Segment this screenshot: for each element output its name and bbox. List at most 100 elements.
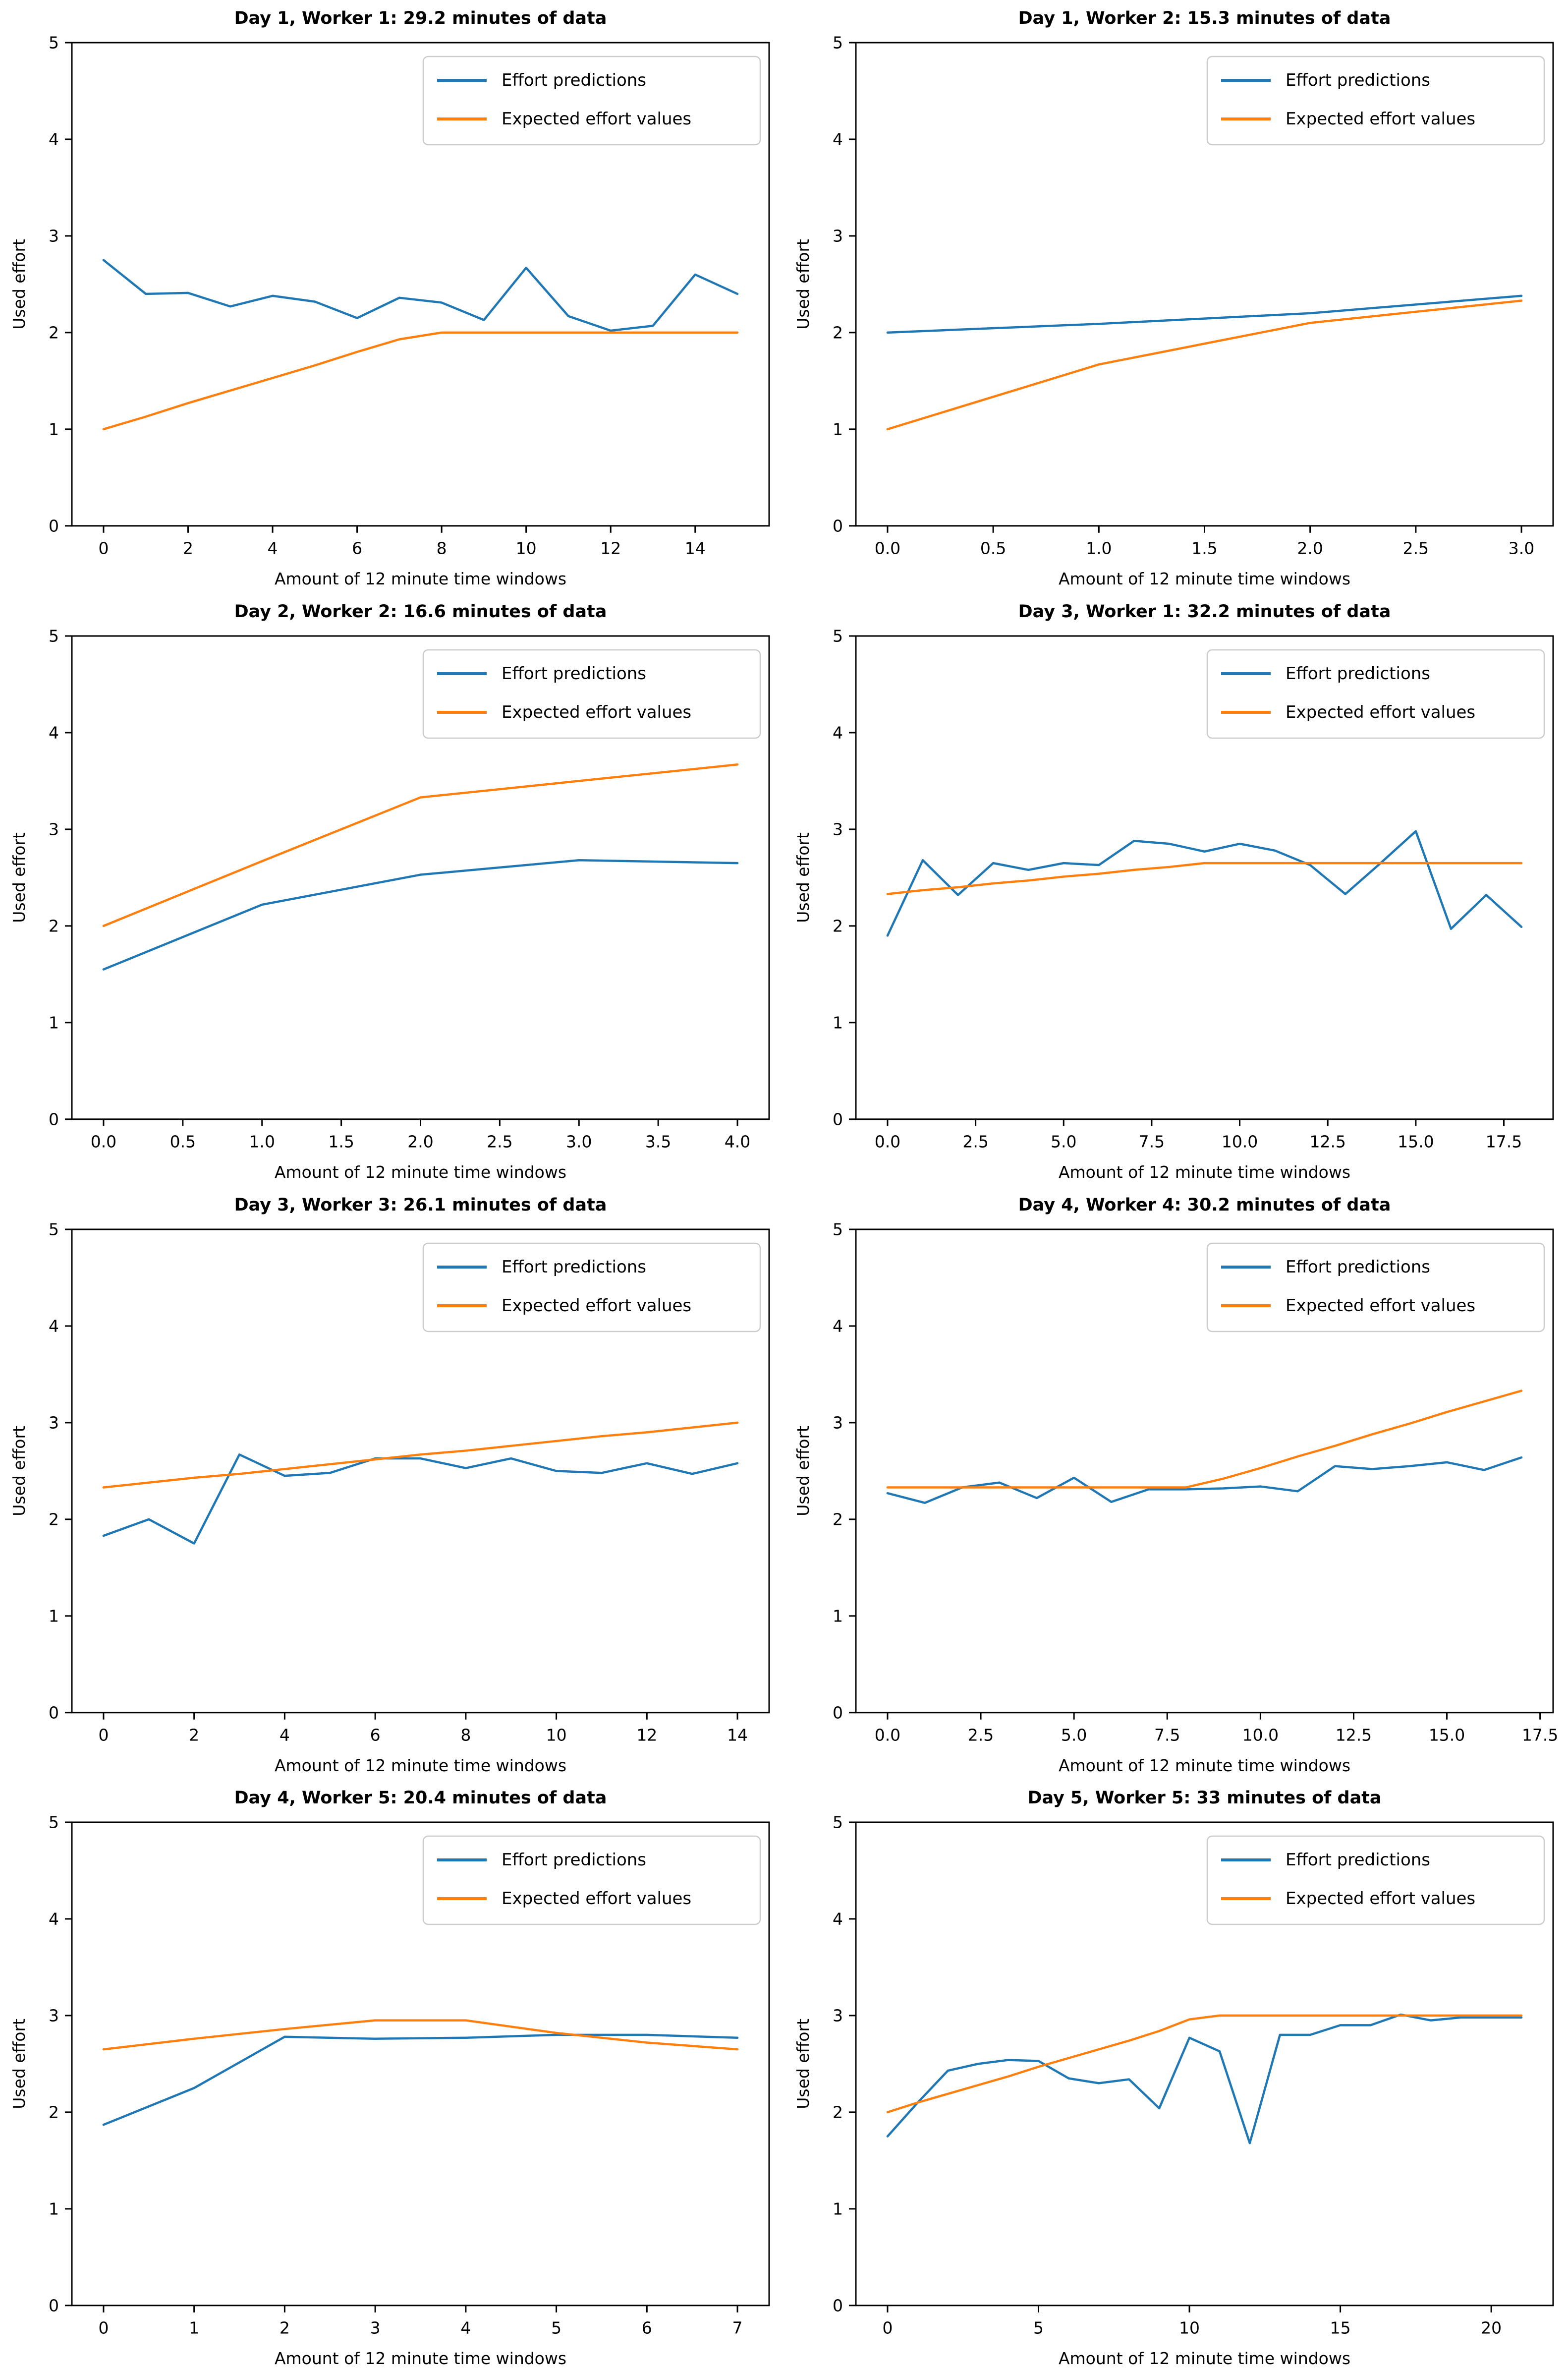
legend-label: Expected effort values <box>502 109 691 129</box>
x-tick-label: 7.5 <box>1139 1132 1165 1151</box>
legend-box <box>1206 1835 1545 1925</box>
series-line-effort-predictions <box>102 859 739 971</box>
x-tick-label: 2.0 <box>1297 539 1323 558</box>
y-tick-label: 4 <box>833 723 843 742</box>
y-tick-label: 3 <box>49 2006 59 2026</box>
x-tick-label: 1.5 <box>328 1132 354 1151</box>
x-tick-label: 4 <box>268 539 278 558</box>
x-tick-label: 0.5 <box>170 1132 196 1151</box>
x-tick-label: 6 <box>352 539 362 558</box>
x-tick-label: 8 <box>437 539 447 558</box>
legend: Effort predictions Expected effort values <box>1206 1835 1545 1925</box>
x-tick-label: 10 <box>516 539 537 558</box>
y-axis-label: Used effort <box>793 832 813 923</box>
y-tick-label: 3 <box>833 1413 843 1432</box>
legend-box <box>422 649 761 739</box>
x-tick-label: 14 <box>727 1725 748 1744</box>
chart-canvas-3: 0 1 2 3 4 5 0.0 0.5 1.0 1.5 2.0 2.5 3.0 3.5 4.0 Day 2, … <box>9 602 770 1182</box>
x-tick-label: 2 <box>183 539 193 558</box>
chart-canvas-4: 0 1 2 3 4 5 0.0 2.5 5.0 7.5 10.0 12.5 15.0 17.5 Day 3,… <box>793 602 1554 1182</box>
y-axis-label: Used effort <box>9 832 29 923</box>
legend-box <box>1206 1242 1545 1332</box>
y-tick-label: 4 <box>49 1910 59 1929</box>
x-axis-label: Amount of 12 minute time windows <box>275 569 566 588</box>
chart-title: Day 4, Worker 5: 20.4 minutes of data <box>234 1788 607 1808</box>
legend-label: Effort predictions <box>502 1850 646 1870</box>
chart-figure-6: 0 1 2 3 4 5 0.0 2.5 5.0 7.5 10.0 12.5 15.0 17.5 Day 4,… <box>784 1187 1568 1780</box>
chart-figure-4: 0 1 2 3 4 5 0.0 2.5 5.0 7.5 10.0 12.5 15.0 17.5 Day 3,… <box>784 593 1568 1187</box>
series-line-effort-predictions <box>102 2033 739 2126</box>
y-tick-label: 1 <box>833 2199 843 2219</box>
x-tick-label: 0.5 <box>980 539 1006 558</box>
y-tick-label: 0 <box>833 1703 843 1722</box>
y-tick-label: 4 <box>49 1316 59 1335</box>
x-tick-label: 15.0 <box>1398 1132 1434 1151</box>
plot-border <box>855 42 1554 527</box>
x-axis-label: Amount of 12 minute time windows <box>275 1162 566 1182</box>
y-tick-label: 0 <box>833 516 843 535</box>
y-tick-label: 1 <box>49 419 59 439</box>
y-tick-label: 3 <box>833 819 843 839</box>
series-line-effort-predictions <box>886 2013 1523 2144</box>
chart-title: Day 1, Worker 1: 29.2 minutes of data <box>234 8 607 28</box>
x-tick-label: 1.5 <box>1191 539 1217 558</box>
y-axis-label: Used effort <box>9 1425 29 1516</box>
y-tick-label: 5 <box>49 1219 59 1239</box>
x-tick-label: 5 <box>1033 2318 1044 2338</box>
legend: Effort predictions Expected effort values <box>1206 56 1545 146</box>
x-tick-label: 12 <box>636 1725 657 1744</box>
x-tick-label: 2 <box>280 2318 290 2338</box>
y-tick-label: 2 <box>833 916 843 935</box>
y-tick-label: 1 <box>49 1013 59 1032</box>
y-tick-label: 3 <box>49 819 59 839</box>
chart-figure-8: 0 1 2 3 4 5 0 5 10 15 20 Day 5, Worker 5: 33 minute… <box>784 1780 1568 2373</box>
x-tick-label: 1.0 <box>249 1132 275 1151</box>
legend-label: Effort predictions <box>502 1257 646 1276</box>
y-tick-label: 0 <box>49 1703 59 1722</box>
y-tick-label: 1 <box>833 419 843 439</box>
x-tick-label: 12 <box>600 539 621 558</box>
x-tick-label: 3.0 <box>1509 539 1534 558</box>
legend-box <box>1206 649 1545 739</box>
y-tick-label: 4 <box>833 1910 843 1929</box>
y-tick-label: 2 <box>49 323 59 342</box>
x-tick-label: 0 <box>98 539 109 558</box>
y-tick-label: 1 <box>49 1606 59 1625</box>
chart-figure-1: 0 1 2 3 4 5 0 2 4 6 8 10 12 14 Day 1, Worker 1: 29.2 m… <box>0 0 784 593</box>
y-tick-label: 5 <box>49 626 59 645</box>
x-tick-label: 6 <box>642 2318 652 2338</box>
x-tick-label: 10.0 <box>1242 1725 1279 1744</box>
plot-border <box>71 42 770 527</box>
y-tick-label: 5 <box>833 33 843 52</box>
y-axis-label: Used effort <box>793 2019 813 2109</box>
x-tick-label: 17.5 <box>1522 1725 1558 1744</box>
x-tick-label: 0 <box>98 2318 109 2338</box>
x-tick-label: 4.0 <box>725 1132 750 1151</box>
plot-border <box>71 635 770 1120</box>
legend-box <box>422 1835 761 1925</box>
legend-label: Expected effort values <box>502 702 691 722</box>
legend-box <box>422 56 761 146</box>
x-tick-label: 14 <box>685 539 706 558</box>
legend-box <box>1206 56 1545 146</box>
series-line-expected-effort-values <box>102 2019 739 2051</box>
chart-figure-2: 0 1 2 3 4 5 0.0 0.5 1.0 1.5 2.0 2.5 3.0 Day 1, Worker… <box>784 0 1568 593</box>
x-tick-label: 4 <box>280 1725 290 1744</box>
legend: Effort predictions Expected effort values <box>422 56 761 146</box>
y-axis-label: Used effort <box>9 239 29 330</box>
y-tick-label: 1 <box>833 1013 843 1032</box>
plot-border <box>855 635 1554 1120</box>
legend-label: Effort predictions <box>1286 1257 1430 1276</box>
y-tick-label: 2 <box>49 2103 59 2122</box>
y-tick-label: 1 <box>833 1606 843 1625</box>
series-line-expected-effort-values <box>102 1421 739 1489</box>
x-axis-label: Amount of 12 minute time windows <box>1059 2349 1350 2368</box>
series-line-expected-effort-values <box>886 2014 1523 2114</box>
y-tick-label: 4 <box>49 129 59 149</box>
chart-title: Day 5, Worker 5: 33 minutes of data <box>1027 1788 1381 1808</box>
legend-label: Expected effort values <box>1286 1295 1475 1315</box>
x-tick-label: 2.5 <box>487 1132 512 1151</box>
x-tick-label: 17.5 <box>1486 1132 1522 1151</box>
x-tick-label: 0.0 <box>875 1132 900 1151</box>
